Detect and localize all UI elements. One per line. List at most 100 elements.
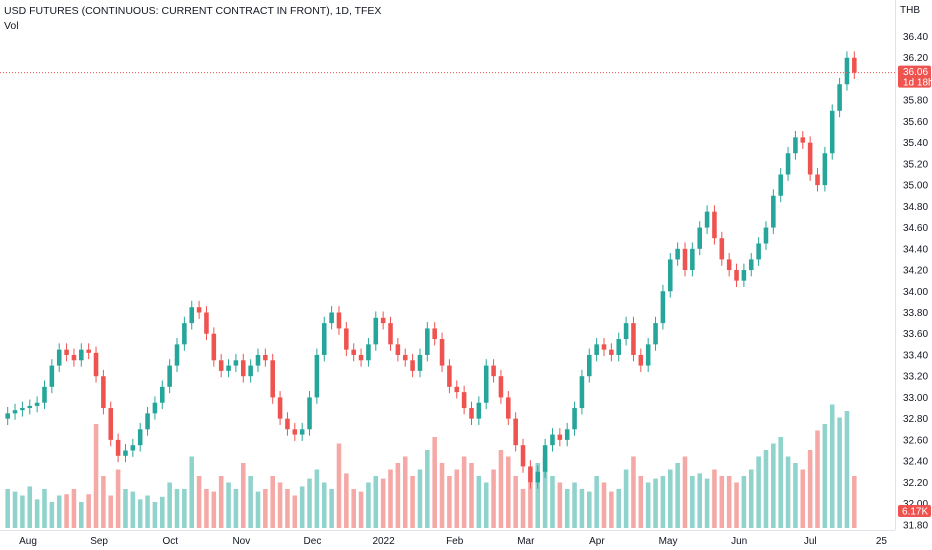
candle-body [211, 333, 217, 361]
volume-bar [852, 476, 857, 528]
candlesticks [5, 51, 857, 489]
candle-body [528, 466, 533, 483]
volume-bar [145, 495, 150, 528]
volume-bar [719, 476, 725, 528]
volume-bar [196, 476, 202, 528]
volume-bar [528, 482, 533, 528]
candle-body [506, 397, 511, 419]
time-tick-label: Dec [304, 536, 322, 547]
volume-label[interactable]: Vol [4, 20, 19, 32]
volume-bar [12, 491, 18, 528]
price-tick-label: 31.80 [903, 520, 928, 531]
candle-body [513, 418, 518, 446]
candle-body [491, 365, 496, 377]
price-tick-label: 35.20 [903, 159, 928, 170]
price-tick-label: 33.00 [903, 393, 928, 404]
candle-body [439, 339, 445, 366]
volume-bar [800, 469, 806, 528]
volume-bar [638, 476, 644, 528]
volume-bar [93, 424, 99, 528]
volume-bar [189, 456, 195, 528]
candle-body [748, 259, 754, 271]
volume-bar [329, 489, 334, 528]
candle-body [86, 349, 91, 353]
price-tick-label: 32.60 [903, 435, 928, 446]
volume-bar [425, 450, 430, 528]
volume-bar [123, 489, 128, 528]
candle-body [778, 174, 783, 196]
volume-bar [542, 456, 548, 528]
candle-body [402, 354, 408, 361]
candle-body [667, 259, 673, 292]
volume-bar [410, 476, 415, 528]
volume-bar [388, 469, 393, 528]
candle-body [248, 365, 253, 377]
volume-bar [417, 469, 423, 528]
candle-body [425, 328, 430, 355]
candle-body [20, 408, 25, 411]
candle-body [233, 360, 239, 366]
time-tick-label: 25 [876, 536, 888, 547]
last-price-tag: 36.06 1d 18h [898, 65, 932, 89]
last-price-value: 36.06 [903, 67, 928, 78]
volume-bar [321, 482, 327, 528]
volume-bar [5, 489, 10, 528]
volume-bar [211, 491, 217, 528]
candle-body [645, 344, 651, 366]
price-tick-label: 34.80 [903, 202, 928, 213]
volume-bar [587, 491, 592, 528]
candle-body [64, 349, 69, 355]
volume-bar [20, 495, 25, 528]
candle-body [410, 360, 415, 371]
volume-bar [358, 491, 364, 528]
price-tick-label: 34.40 [903, 244, 928, 255]
volume-bar [167, 482, 172, 528]
volume-bar [771, 443, 776, 528]
volume-bar [226, 482, 231, 528]
volume-bar [218, 476, 224, 528]
volume-bar [115, 469, 121, 528]
volume-bar [233, 489, 239, 528]
volume-bar [483, 482, 489, 528]
volume-bar [498, 450, 504, 528]
volume-bar [572, 482, 577, 528]
candle-body [815, 174, 820, 186]
candle-body [336, 312, 342, 329]
volume-bar [248, 476, 253, 528]
volume-bar [645, 482, 651, 528]
candle-body [800, 137, 806, 143]
price-tick-label: 35.40 [903, 138, 928, 149]
volume-bar [130, 491, 136, 528]
volume-bar [101, 476, 106, 528]
volume-bar [277, 482, 283, 528]
volume-bar [344, 473, 349, 528]
candle-body [292, 429, 298, 435]
volume-bar [704, 478, 710, 528]
price-tick-label: 35.60 [903, 117, 928, 128]
price-axis[interactable]: 36.4036.2036.0035.8035.6035.4035.2035.00… [903, 32, 928, 531]
volume-bar [292, 495, 298, 528]
volume-bar [667, 469, 673, 528]
candle-body [844, 57, 850, 85]
volume-bar [49, 502, 55, 528]
volume-bar [653, 478, 658, 528]
volume-bar [697, 473, 702, 528]
candle-body [542, 445, 548, 472]
volume-bar [785, 456, 791, 528]
candle-body [123, 450, 128, 456]
price-tick-label: 34.20 [903, 266, 928, 277]
volume-bar [240, 463, 246, 528]
candle-body [329, 312, 334, 324]
candle-body [218, 360, 224, 371]
candle-body [690, 248, 695, 271]
candle-body [358, 354, 364, 361]
time-tick-label: Apr [589, 536, 605, 547]
candle-body [594, 344, 599, 355]
volume-bar [748, 469, 754, 528]
time-axis[interactable]: Aug Sep Oct Nov Dec 2022 Feb Mar Apr May Jun Jul 25 [19, 536, 887, 547]
time-tick-label: May [659, 536, 678, 547]
volume-bar [351, 489, 356, 528]
candle-body [160, 386, 165, 403]
time-tick-label: Aug [19, 536, 37, 547]
